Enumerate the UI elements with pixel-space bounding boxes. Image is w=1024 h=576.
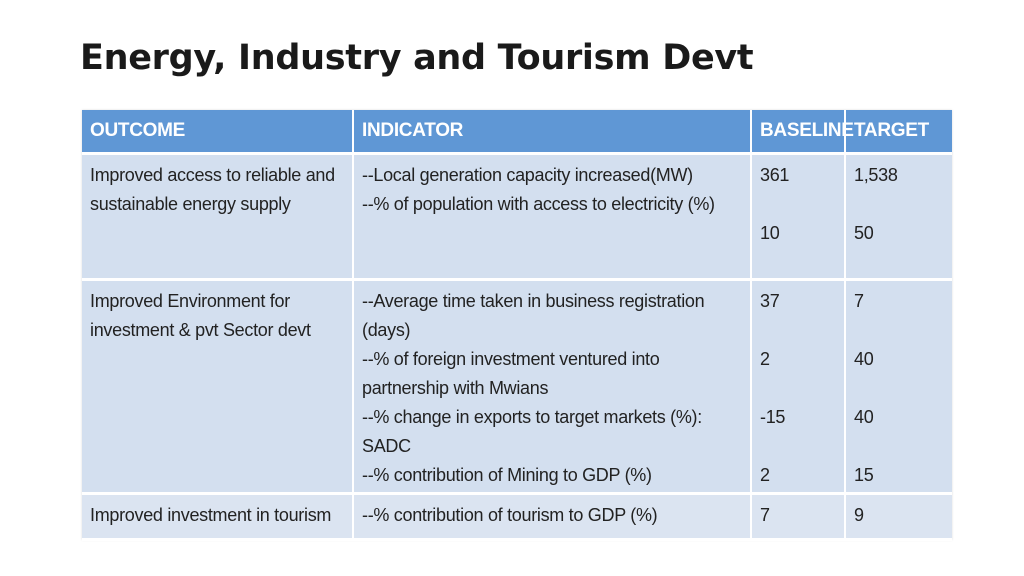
baseline-cell: 7: [751, 493, 846, 541]
baseline-value: 7: [760, 505, 770, 525]
outcome-text: sustainable energy supply: [90, 194, 291, 214]
baseline-cell: 361 10: [751, 153, 846, 281]
table-row-tourism: Improved investment in tourism --% contr…: [82, 493, 952, 541]
indicator-text: partnership with Mwians: [362, 378, 549, 398]
indicator-text: SADC: [362, 436, 411, 456]
outcome-text: investment & pvt Sector devt: [90, 320, 311, 340]
baseline-value: 361: [760, 165, 790, 185]
indicator-text: --% contribution of Mining to GDP (%): [362, 465, 652, 485]
target-value: 7: [854, 291, 864, 311]
indicator-text: --% contribution of tourism to GDP (%): [362, 505, 658, 525]
header-target: TARGET: [845, 110, 952, 155]
header-outcome: OUTCOME: [82, 110, 354, 155]
indicator-text: --% of foreign investment ventured into: [362, 349, 660, 369]
baseline-cell: 37 2 -15 2: [751, 279, 846, 495]
outcome-cell: Improved access to reliable and sustaina…: [82, 153, 354, 281]
indicator-cell: --Average time taken in business registr…: [353, 279, 752, 495]
baseline-value: 2: [760, 465, 770, 485]
header-baseline: BASELINE: [751, 110, 854, 155]
target-cell: 9: [845, 493, 952, 541]
indicator-text: (days): [362, 320, 411, 340]
outcome-table-container: OUTCOME INDICATOR BASELINE TARGET Improv…: [82, 110, 952, 541]
indicator-cell: --% contribution of tourism to GDP (%): [353, 493, 752, 541]
indicator-cell: --Local generation capacity increased(MW…: [353, 153, 752, 281]
target-value: 40: [854, 349, 874, 369]
target-cell: 7 40 40 15: [845, 279, 952, 495]
target-value: 9: [854, 505, 864, 525]
indicator-text: --Average time taken in business registr…: [362, 291, 705, 311]
outcome-cell: Improved Environment for investment & pv…: [82, 279, 354, 495]
indicator-text: --% of population with access to electri…: [362, 194, 715, 214]
indicator-text: --Local generation capacity increased(MW…: [362, 165, 693, 185]
baseline-value: 37: [760, 291, 780, 311]
outcome-text: Improved access to reliable and: [90, 165, 335, 185]
target-cell: 1,538 50: [845, 153, 952, 281]
target-value: 40: [854, 407, 874, 427]
target-value: 15: [854, 465, 874, 485]
table-row-investment: Improved Environment for investment & pv…: [82, 279, 952, 495]
outcome-table: OUTCOME INDICATOR BASELINE TARGET Improv…: [82, 110, 952, 541]
outcome-text: Improved investment in tourism: [90, 505, 332, 525]
target-value: 1,538: [854, 165, 898, 185]
header-indicator: INDICATOR: [353, 110, 752, 155]
outcome-text: Improved Environment for: [90, 291, 290, 311]
baseline-value: 2: [760, 349, 770, 369]
indicator-text: --% change in exports to target markets …: [362, 407, 702, 427]
table-header-row: OUTCOME INDICATOR BASELINE TARGET: [82, 110, 952, 155]
baseline-value: -15: [760, 407, 786, 427]
slide-title: Energy, Industry and Tourism Devt: [80, 38, 754, 78]
table-row-energy: Improved access to reliable and sustaina…: [82, 153, 952, 281]
target-value: 50: [854, 223, 874, 243]
outcome-cell: Improved investment in tourism: [82, 493, 354, 541]
baseline-value: 10: [760, 223, 780, 243]
